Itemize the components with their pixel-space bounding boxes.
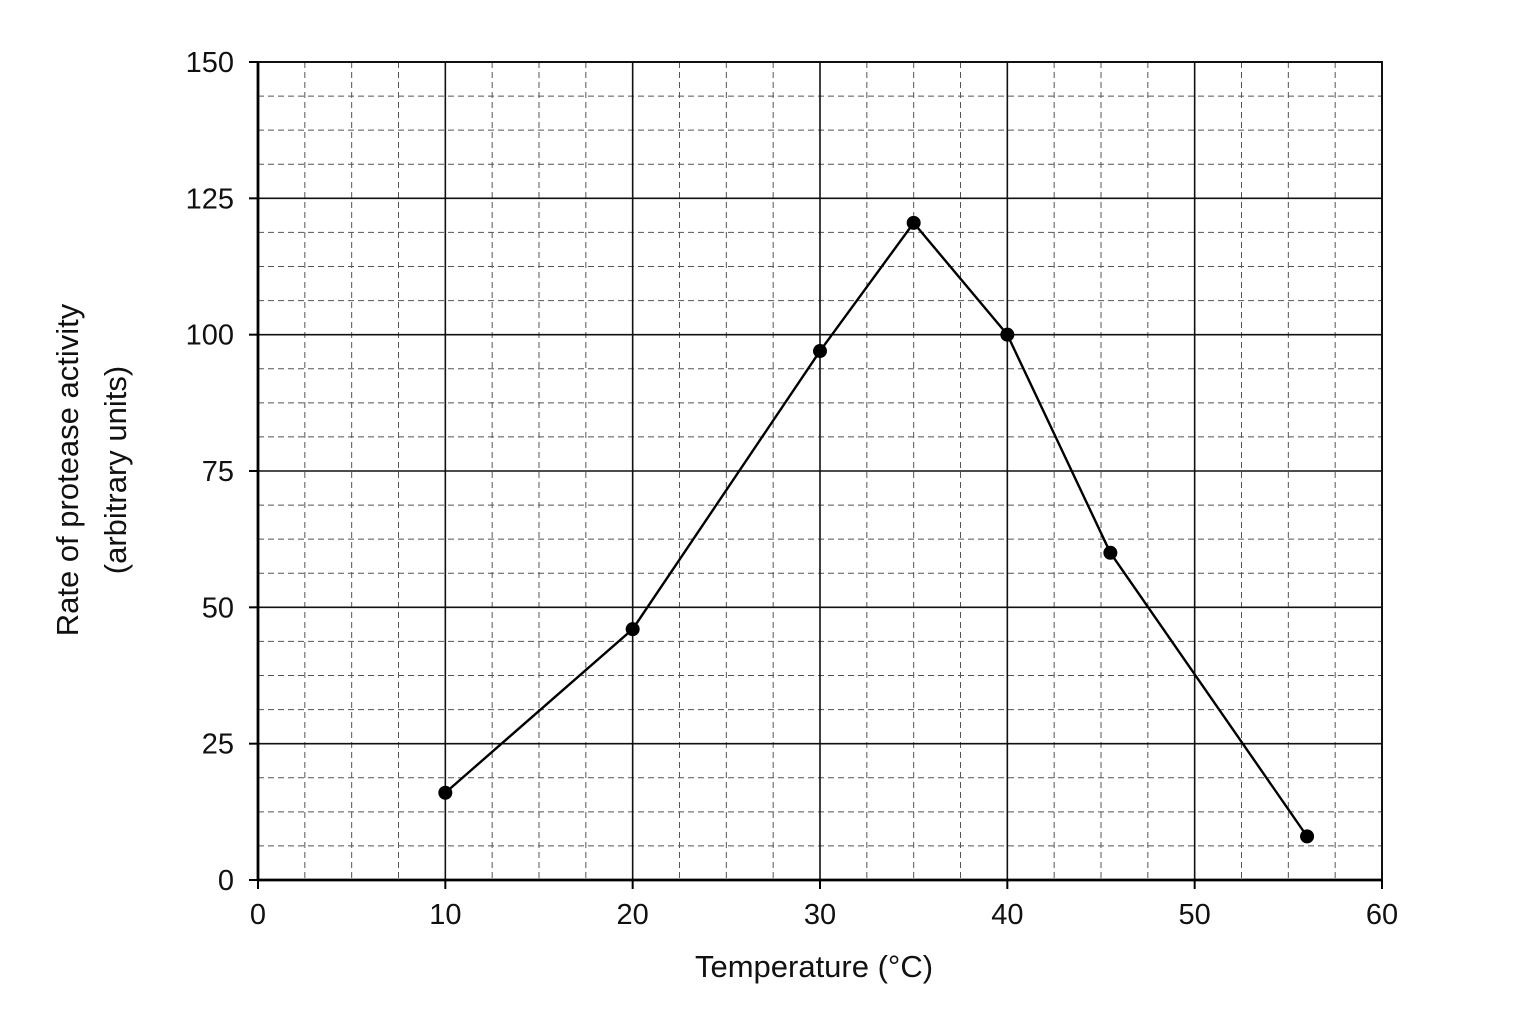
y-tick-label: 100 xyxy=(186,320,234,352)
data-point xyxy=(625,622,640,637)
y-tick-label: 25 xyxy=(202,729,234,761)
data-point xyxy=(1300,829,1315,844)
y-axis-title-group: Rate of protease activity (arbitrary uni… xyxy=(50,303,133,636)
data-point xyxy=(906,215,921,230)
axes xyxy=(249,61,1383,889)
series-segment xyxy=(1006,334,1112,554)
x-tick-label: 40 xyxy=(991,899,1023,931)
series-segment xyxy=(912,222,1009,336)
series-lines xyxy=(444,222,1309,838)
x-tick-labels: 0 10 20 30 40 50 60 xyxy=(250,899,1398,931)
major-grid xyxy=(258,62,1382,880)
series-segment xyxy=(1109,552,1309,838)
y-axis-title: Rate of protease activity xyxy=(50,303,85,636)
data-point xyxy=(1000,327,1015,342)
x-tick-label: 10 xyxy=(429,899,461,931)
y-tick-label: 125 xyxy=(186,183,234,215)
data-point xyxy=(813,344,827,359)
x-tick-label: 60 xyxy=(1366,899,1398,931)
series-segment xyxy=(819,222,915,352)
y-tick-label: 75 xyxy=(202,456,234,488)
x-axis-title: Temperature (°C) xyxy=(695,949,933,984)
y-tick-label: 150 xyxy=(186,47,234,79)
x-tick-label: 50 xyxy=(1179,899,1211,931)
y-axis-title-units: (arbitrary units) xyxy=(98,366,133,574)
y-tick-labels: 0 25 50 75 100 125 150 xyxy=(186,47,234,897)
y-tick-label: 0 xyxy=(218,865,234,897)
x-tick-label: 30 xyxy=(804,899,836,931)
series-segment xyxy=(444,628,634,794)
series-points xyxy=(438,215,1315,844)
series-segment xyxy=(631,350,821,630)
data-point xyxy=(438,785,453,800)
x-tick-label: 20 xyxy=(617,899,649,931)
x-tick-label: 0 xyxy=(250,899,266,931)
data-point xyxy=(1103,545,1118,560)
y-tick-label: 50 xyxy=(202,592,234,624)
